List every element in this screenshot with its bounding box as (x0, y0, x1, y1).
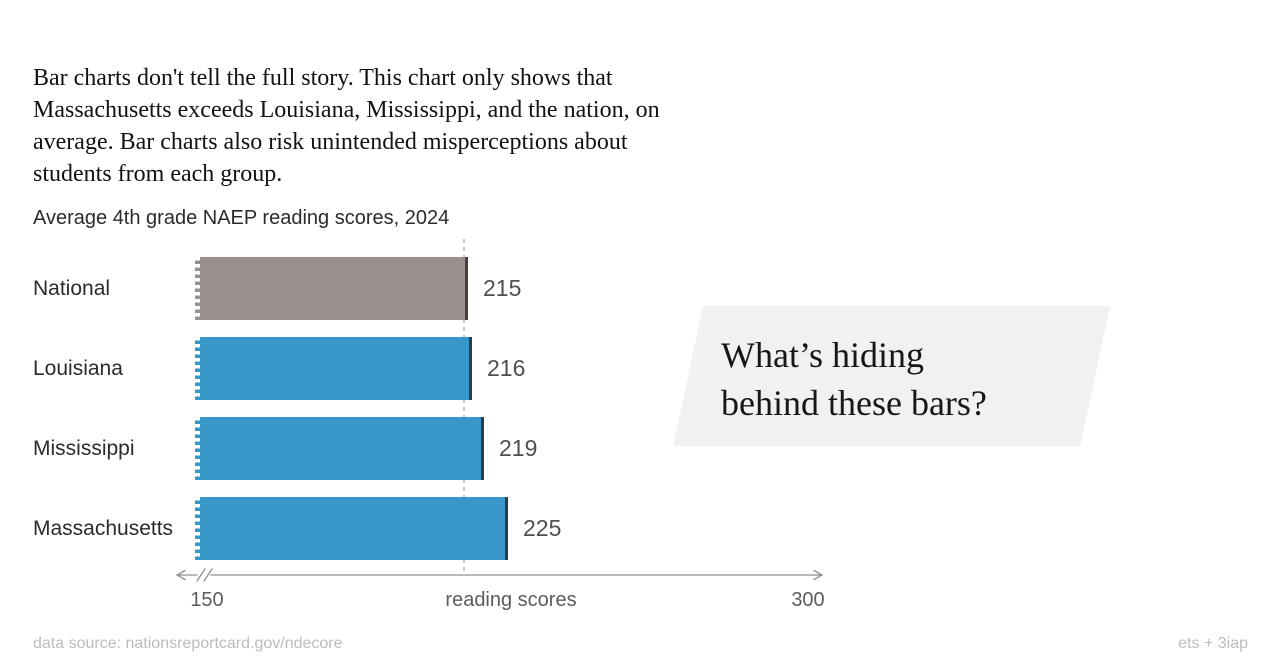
chart-title: Average 4th grade NAEP reading scores, 2… (33, 207, 450, 229)
callout-text: What’s hiding behind these bars? (721, 335, 987, 423)
bar (195, 257, 468, 320)
national-average-refline (463, 239, 465, 572)
category-label: Massachusetts (33, 517, 174, 540)
bar-row-national: National 215 (0, 257, 700, 320)
bar (195, 337, 472, 400)
axis-arrow-right-icon (813, 569, 824, 581)
value-label: 225 (523, 515, 562, 541)
axis-title: reading scores (445, 589, 577, 611)
bar (195, 417, 484, 480)
footer-credit: ets + 3iap (1178, 635, 1248, 652)
bar (195, 497, 508, 560)
category-label: Louisiana (33, 357, 123, 380)
intro-text: Bar charts don't tell the full story. Th… (33, 65, 660, 187)
bar-row-louisiana: Louisiana 216 (0, 337, 700, 400)
axis-tick-150: 150 (190, 589, 224, 611)
axis-break-icon (196, 568, 213, 582)
axis-tick-300: 300 (791, 589, 825, 611)
value-label: 216 (487, 355, 526, 381)
bar-row-mississippi: Mississippi 219 (0, 417, 700, 480)
value-label: 219 (499, 435, 538, 461)
footer-source: data source: nationsreportcard.gov/ndeco… (33, 635, 343, 652)
bar-row-massachusetts: Massachusetts 225 (0, 497, 700, 560)
value-label: 215 (483, 275, 522, 301)
x-axis-line (175, 568, 824, 582)
category-label: National (33, 277, 111, 300)
axis-arrow-left-icon (175, 569, 186, 581)
category-label: Mississippi (33, 437, 135, 460)
